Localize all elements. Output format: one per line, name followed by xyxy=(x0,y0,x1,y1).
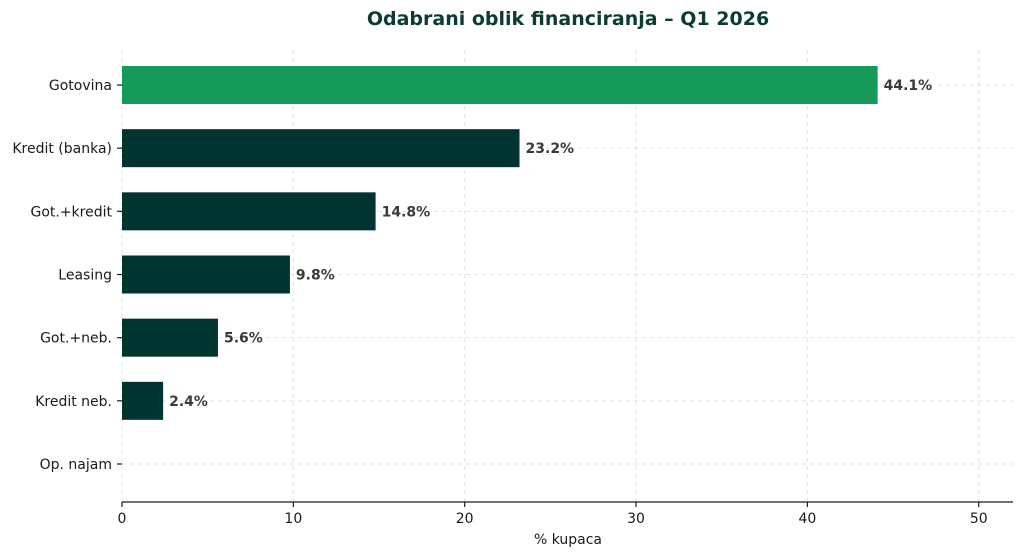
bar-5 xyxy=(122,318,218,357)
y-tick-label-4: Leasing xyxy=(58,268,112,284)
data-labels: 44.1% 23.2% 14.8% 9.8% 5.6% 2.4% xyxy=(169,78,932,410)
bar-4 xyxy=(122,255,290,294)
y-tick-label-3: Got.+kredit xyxy=(30,204,112,220)
x-tick-label-30: 30 xyxy=(627,511,645,527)
data-label-5: 5.6% xyxy=(224,331,263,347)
bar-1 xyxy=(122,66,878,104)
grid-lines xyxy=(121,50,1013,502)
x-tick-label-0: 0 xyxy=(118,511,127,527)
x-tick-label-50: 50 xyxy=(970,511,988,527)
x-tick-label-10: 10 xyxy=(284,511,302,527)
bar-2 xyxy=(122,129,520,168)
x-axis: 0 10 20 30 40 50 xyxy=(118,501,1013,527)
bars xyxy=(122,66,878,420)
y-tick-label-7: Op. najam xyxy=(40,457,112,473)
bar-6 xyxy=(122,381,164,420)
y-tick-label-2: Kredit (banka) xyxy=(12,141,112,157)
y-tick-label-6: Kredit neb. xyxy=(35,394,112,410)
chart-title: Odabrani oblik financiranja – Q1 2026 xyxy=(367,8,769,30)
data-label-2: 23.2% xyxy=(526,141,575,157)
data-label-3: 14.8% xyxy=(382,204,431,220)
data-label-1: 44.1% xyxy=(884,78,933,94)
x-tick-label-20: 20 xyxy=(456,511,474,527)
data-label-6: 2.4% xyxy=(169,394,208,410)
data-label-4: 9.8% xyxy=(296,268,335,284)
bar-3 xyxy=(122,192,376,231)
y-axis: Gotovina Kredit (banka) Got.+kredit Leasing… xyxy=(12,78,122,473)
x-axis-label: % kupaca xyxy=(534,532,602,548)
y-tick-label-1: Gotovina xyxy=(49,78,112,94)
y-tick-label-5: Got.+neb. xyxy=(40,331,112,347)
x-tick-label-40: 40 xyxy=(798,511,816,527)
